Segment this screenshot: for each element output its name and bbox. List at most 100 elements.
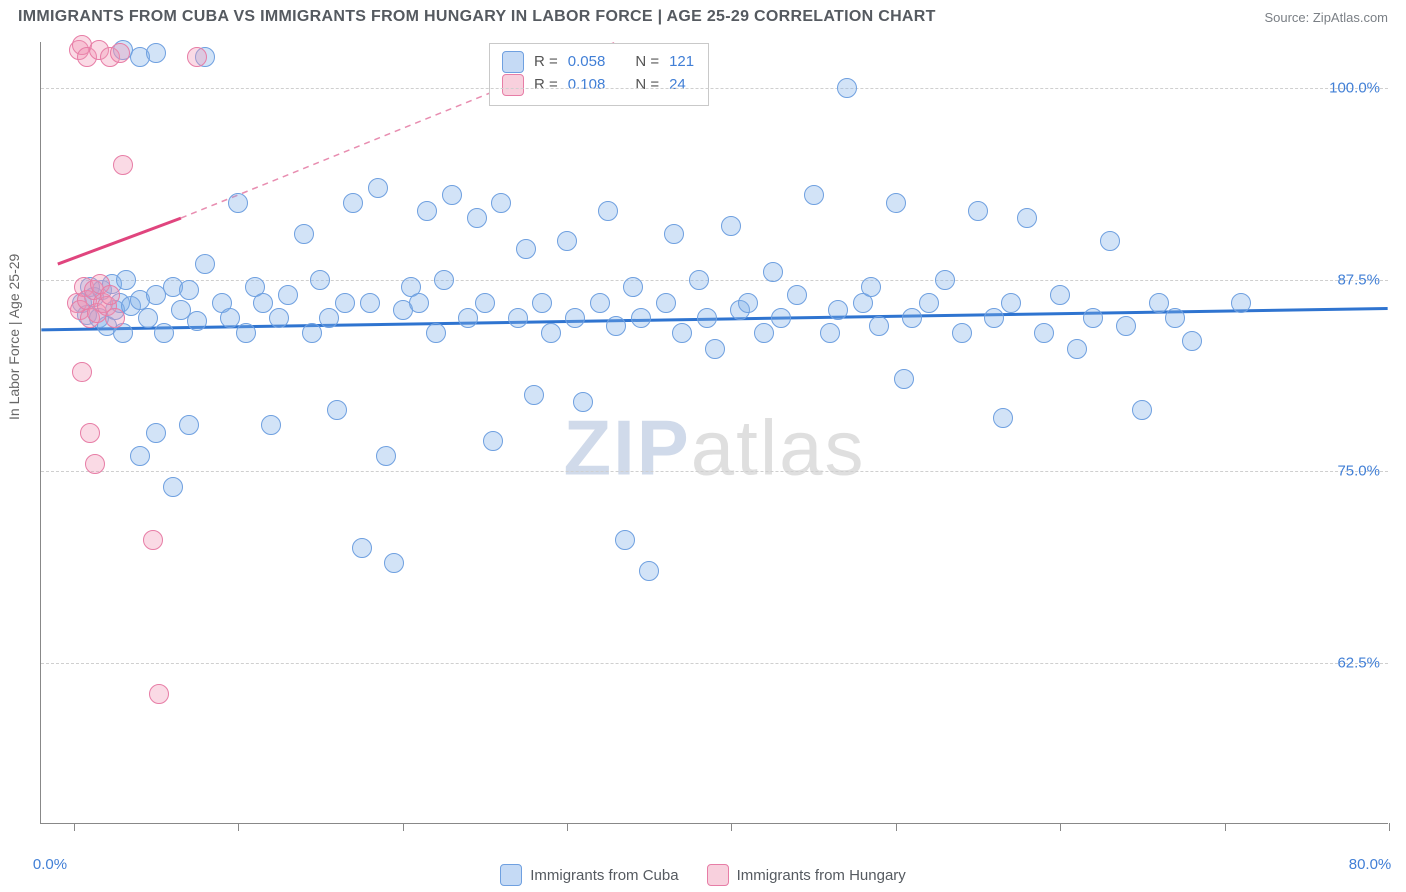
data-point	[754, 323, 774, 343]
data-point	[105, 308, 125, 328]
data-point	[236, 323, 256, 343]
data-point	[1001, 293, 1021, 313]
data-point	[804, 185, 824, 205]
trend-line	[58, 218, 181, 264]
data-point	[426, 323, 446, 343]
x-tick-mark	[731, 823, 732, 831]
data-point	[771, 308, 791, 328]
data-point	[384, 553, 404, 573]
watermark-part1: ZIP	[563, 404, 690, 492]
legend-row: R = 0.108 N = 24	[502, 73, 694, 96]
data-point	[179, 415, 199, 435]
data-point	[656, 293, 676, 313]
x-tick-mark	[567, 823, 568, 831]
data-point	[952, 323, 972, 343]
data-point	[532, 293, 552, 313]
data-point	[557, 231, 577, 251]
data-point	[598, 201, 618, 221]
square-icon	[500, 864, 522, 886]
data-point	[187, 47, 207, 67]
data-point	[886, 193, 906, 213]
data-point	[179, 280, 199, 300]
data-point	[467, 208, 487, 228]
y-tick-label: 75.0%	[1337, 463, 1380, 480]
x-tick-mark	[238, 823, 239, 831]
square-icon	[502, 51, 524, 73]
y-tick-label: 87.5%	[1337, 271, 1380, 288]
data-point	[149, 684, 169, 704]
x-tick-mark	[896, 823, 897, 831]
data-point	[828, 300, 848, 320]
data-point	[146, 43, 166, 63]
data-point	[837, 78, 857, 98]
data-point	[442, 185, 462, 205]
data-point	[228, 193, 248, 213]
data-point	[80, 423, 100, 443]
data-point	[919, 293, 939, 313]
x-tick-mark	[74, 823, 75, 831]
data-point	[187, 311, 207, 331]
data-point	[565, 308, 585, 328]
data-point	[615, 530, 635, 550]
data-point	[993, 408, 1013, 428]
data-point	[606, 316, 626, 336]
data-point	[294, 224, 314, 244]
x-tick-mark	[1225, 823, 1226, 831]
x-tick-label-min: 0.0%	[33, 856, 67, 873]
data-point	[721, 216, 741, 236]
legend-r-label: R =	[534, 73, 558, 96]
data-point	[1231, 293, 1251, 313]
y-tick-label: 100.0%	[1329, 80, 1380, 97]
trend-lines-svg	[41, 42, 1388, 823]
chart-title: IMMIGRANTS FROM CUBA VS IMMIGRANTS FROM …	[18, 8, 936, 26]
data-point	[508, 308, 528, 328]
data-point	[1050, 285, 1070, 305]
data-point	[664, 224, 684, 244]
data-point	[1034, 323, 1054, 343]
square-icon	[707, 864, 729, 886]
data-point	[820, 323, 840, 343]
x-tick-mark	[1060, 823, 1061, 831]
y-tick-label: 62.5%	[1337, 655, 1380, 672]
watermark-part2: atlas	[691, 404, 866, 492]
data-point	[72, 362, 92, 382]
data-point	[541, 323, 561, 343]
data-point	[368, 178, 388, 198]
data-point	[100, 285, 120, 305]
data-point	[705, 339, 725, 359]
data-point	[458, 308, 478, 328]
data-point	[376, 446, 396, 466]
data-point	[163, 477, 183, 497]
data-point	[697, 308, 717, 328]
y-axis-label: In Labor Force | Age 25-29	[6, 254, 22, 420]
data-point	[869, 316, 889, 336]
data-point	[968, 201, 988, 221]
legend-n-label: N =	[635, 50, 659, 73]
gridline	[41, 471, 1388, 472]
data-point	[689, 270, 709, 290]
data-point	[154, 323, 174, 343]
data-point	[310, 270, 330, 290]
data-point	[763, 262, 783, 282]
data-point	[590, 293, 610, 313]
data-point	[1165, 308, 1185, 328]
data-point	[253, 293, 273, 313]
data-point	[138, 308, 158, 328]
data-point	[984, 308, 1004, 328]
data-point	[631, 308, 651, 328]
source-text: Source: ZipAtlas.com	[1264, 10, 1388, 25]
legend-n-value: 121	[669, 50, 694, 73]
data-point	[343, 193, 363, 213]
data-point	[1067, 339, 1087, 359]
data-point	[220, 308, 240, 328]
data-point	[639, 561, 659, 581]
x-tick-mark	[403, 823, 404, 831]
data-point	[269, 308, 289, 328]
x-tick-label-max: 80.0%	[1349, 856, 1392, 873]
data-point	[1132, 400, 1152, 420]
data-point	[1149, 293, 1169, 313]
legend-n-label: N =	[635, 73, 659, 96]
data-point	[1116, 316, 1136, 336]
data-point	[195, 254, 215, 274]
data-point	[861, 277, 881, 297]
